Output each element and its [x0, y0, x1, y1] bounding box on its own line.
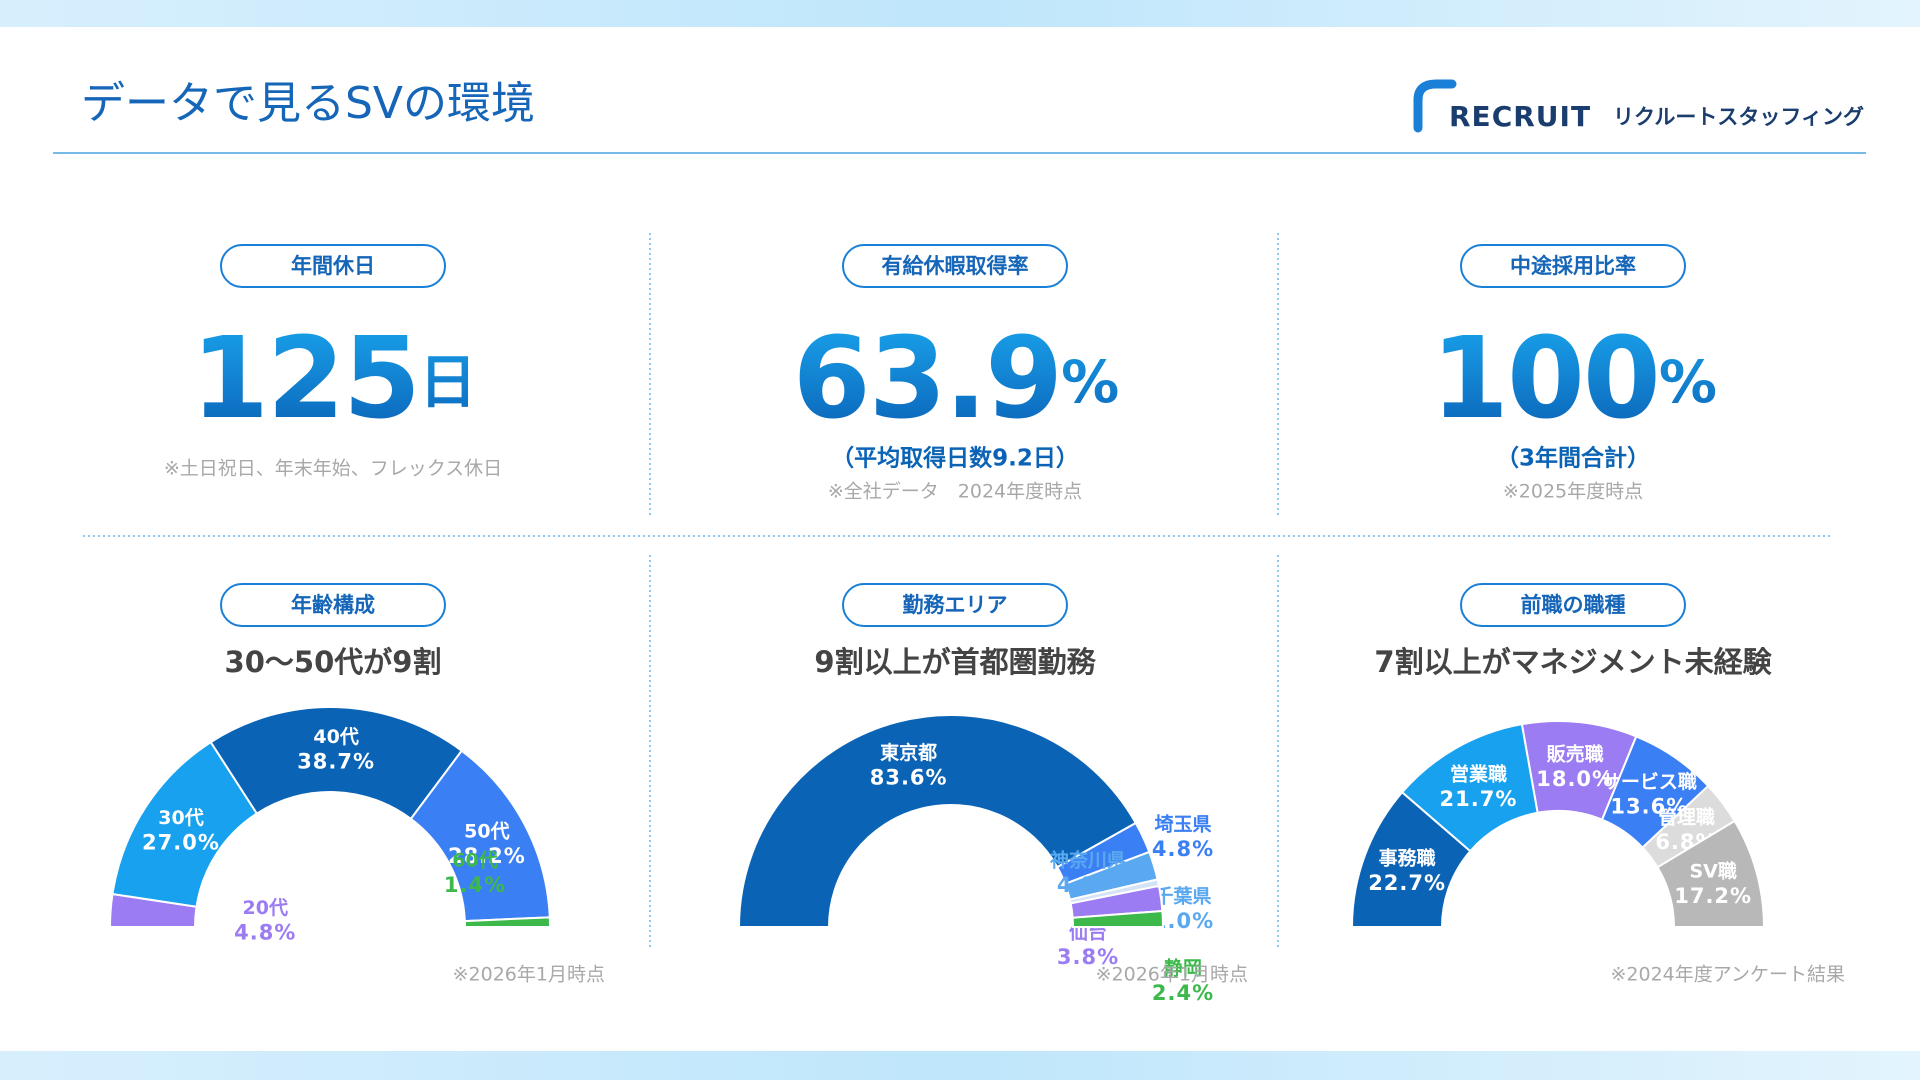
page-title: データで見るSVの環境 [81, 78, 535, 129]
slice-label: 東京都 [880, 741, 937, 764]
slice-value: 3.8% [1057, 945, 1119, 969]
stat-note: ※土日祝日、年末年始、フレックス休日 [164, 458, 502, 480]
slice-value: 83.6% [870, 765, 948, 789]
badge-label: 中途採用比率 [1510, 254, 1636, 278]
dividers [83, 233, 1833, 949]
stat-sub: （3年間合計） [1496, 445, 1650, 472]
pie-slice [1071, 909, 1165, 928]
stat-value: 63.9% [793, 314, 1118, 444]
badge-label: 年間休日 [291, 254, 375, 278]
slice-value: 1.4% [444, 873, 506, 897]
slice-value: 18.0% [1536, 767, 1614, 791]
stat-number: 63.9 [793, 314, 1061, 444]
slice-value: 13.6% [1610, 794, 1688, 818]
top-band [0, 0, 1920, 27]
stat-unit: 日 [419, 348, 475, 416]
slice-label: 60代 [452, 850, 497, 872]
slice-label: 40代 [313, 726, 358, 748]
slice-label: 埼玉県 [1154, 813, 1211, 836]
logo-mark [1413, 79, 1457, 133]
stat-number: 125 [191, 314, 419, 444]
slice-label: SV職 [1689, 860, 1736, 883]
pie-slice [209, 706, 464, 821]
slice-value: 2.4% [1152, 981, 1214, 1005]
pie-slice [737, 714, 1138, 928]
chart-note: ※2024年度アンケート結果 [1610, 964, 1845, 986]
slice-value: 38.7% [297, 750, 375, 774]
stat-note: ※2025年度時点 [1503, 481, 1643, 503]
slice-value: 27.0% [142, 831, 220, 855]
logo: RECRUIT [1449, 100, 1591, 133]
stat-value: 125日 [191, 314, 475, 444]
bottom-band [0, 1051, 1920, 1080]
chart-title: 30～50代が9割 [225, 645, 442, 679]
slice-label: 20代 [243, 897, 288, 919]
badge [842, 244, 1068, 288]
pie-slice [1656, 819, 1766, 928]
pie-slice [463, 916, 552, 928]
slice-value: 4.8% [234, 921, 296, 945]
stat-value: 100% [1431, 314, 1716, 444]
stat-number: 100 [1431, 314, 1659, 444]
logo-sub: リクルートスタッフィング [1613, 105, 1864, 129]
stat-unit: % [1659, 348, 1716, 416]
slice-label: 50代 [464, 821, 509, 843]
slice-label: 静岡 [1164, 957, 1202, 980]
chart-title: 7割以上がマネジメント未経験 [1374, 645, 1772, 679]
badge [1460, 244, 1686, 288]
slice-label: 管理職 [1658, 805, 1715, 828]
stat-unit: % [1061, 348, 1118, 416]
stat-note: ※全社データ 2024年度時点 [828, 481, 1082, 503]
slice-label: 販売職 [1547, 742, 1604, 765]
slice-label: 神奈川県 [1050, 849, 1126, 872]
badge-label: 勤務エリア [903, 593, 1008, 617]
slice-label: 千葉県 [1154, 886, 1211, 908]
slice-label: 営業職 [1450, 763, 1507, 786]
badge-label: 有給休暇取得率 [882, 254, 1029, 278]
badge [220, 244, 446, 288]
slice-label: サービス職 [1602, 770, 1697, 793]
chart-note: ※2026年1月時点 [1096, 964, 1248, 986]
slice-value: 21.7% [1440, 787, 1518, 811]
badge [220, 583, 446, 627]
slice-label: 事務職 [1379, 846, 1436, 869]
badge-label: 年齢構成 [291, 593, 375, 617]
slice-label: 30代 [158, 807, 203, 829]
stat-sub: （平均取得日数9.2日） [831, 445, 1079, 472]
chart-title: 9割以上が首都圏勤務 [814, 645, 1096, 679]
slice-value: 4.8% [1152, 837, 1214, 861]
slice-value: 28.2% [448, 844, 526, 868]
badge-label: 前職の職種 [1521, 593, 1626, 617]
badge [842, 583, 1068, 627]
slice-value: 22.7% [1368, 871, 1446, 895]
badge [1460, 583, 1686, 627]
slice-value: 17.2% [1674, 884, 1752, 908]
chart-note: ※2026年1月時点 [453, 964, 605, 986]
